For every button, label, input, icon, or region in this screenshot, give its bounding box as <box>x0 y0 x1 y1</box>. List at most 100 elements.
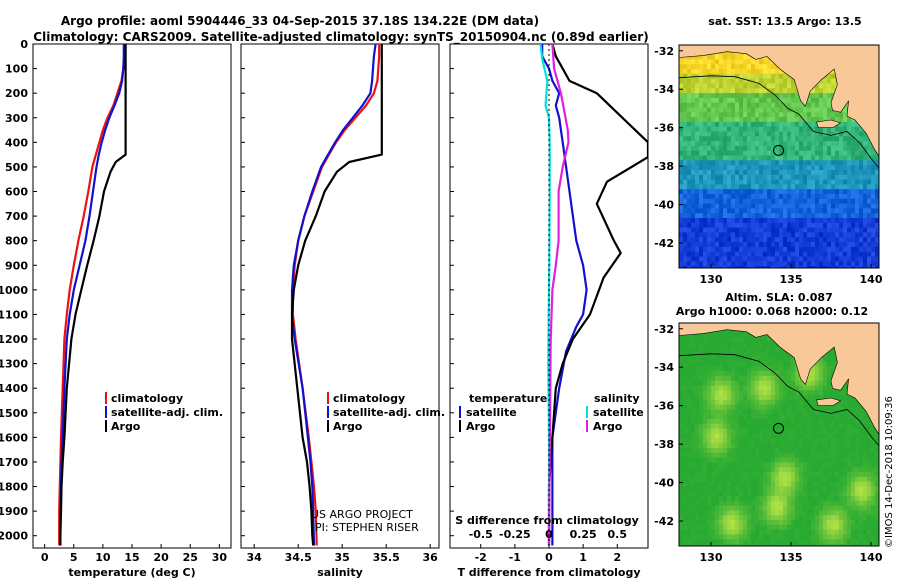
map-cell <box>859 174 864 181</box>
map-cell <box>811 88 816 94</box>
map-cell <box>739 375 744 382</box>
map-cell <box>835 246 840 253</box>
map-cell <box>811 529 816 536</box>
map-cell <box>867 213 872 219</box>
map-cell <box>775 131 780 137</box>
map-cell <box>779 242 784 248</box>
map-cell <box>715 93 720 99</box>
map-cell <box>687 117 692 123</box>
map-cell <box>731 347 736 353</box>
map-cell <box>835 505 840 511</box>
map-cell <box>691 179 696 185</box>
depth-tick-label: 300 <box>5 112 28 125</box>
depth-tick-label: 900 <box>5 259 28 272</box>
map-cell <box>735 371 740 377</box>
map-cell <box>807 491 812 497</box>
map-cell <box>679 534 684 540</box>
map-cell <box>687 500 692 507</box>
map-cell <box>787 246 792 253</box>
map-cell <box>727 126 732 133</box>
map-cell <box>843 189 848 195</box>
map-cell <box>743 189 748 195</box>
map-cell <box>719 529 724 536</box>
map-cell <box>807 539 812 545</box>
map-cell <box>699 59 704 65</box>
map-cell <box>795 515 800 521</box>
map-cell <box>719 457 724 463</box>
map-cell <box>847 266 852 268</box>
map-cell <box>735 351 740 358</box>
map-cell <box>727 227 732 233</box>
map-cell <box>747 174 752 181</box>
map-cell <box>759 510 764 516</box>
map-cell <box>751 486 756 492</box>
map-cell <box>811 390 816 396</box>
map-cell <box>763 93 768 99</box>
map-cell <box>751 184 756 190</box>
map-cell <box>783 155 788 161</box>
map-cell <box>759 203 764 209</box>
map-cell <box>711 515 716 521</box>
map-cell <box>795 524 800 531</box>
map-cell <box>751 218 756 224</box>
map-cell <box>851 448 856 454</box>
map-cell <box>795 414 800 420</box>
map-cell <box>843 145 848 152</box>
map-cell <box>767 486 772 492</box>
map-cell <box>787 414 792 420</box>
map-cell <box>863 218 868 224</box>
map-cell <box>791 500 796 507</box>
map-cell <box>763 457 768 463</box>
map-cell <box>687 371 692 377</box>
map-cell <box>759 443 764 449</box>
map-cell <box>703 246 708 253</box>
map-cell <box>711 117 716 123</box>
map-cell <box>843 385 848 391</box>
map-cell <box>835 155 840 161</box>
map-cell <box>851 141 856 147</box>
map-cell <box>843 476 848 483</box>
map-cell <box>867 208 872 214</box>
map-cell <box>687 448 692 454</box>
map-cell <box>743 534 748 540</box>
map-cell <box>755 73 760 80</box>
map-cell <box>823 443 828 449</box>
legend-argo-label: Argo <box>333 420 363 433</box>
map-cell <box>727 54 732 60</box>
map-cell <box>759 69 764 75</box>
map-cell <box>707 395 712 401</box>
map-cell <box>679 505 684 511</box>
map-cell <box>831 78 836 84</box>
map-cell <box>755 462 760 468</box>
map-cell <box>735 462 740 468</box>
map-cell <box>751 462 756 468</box>
map-cell <box>703 165 708 171</box>
map-cell <box>787 361 792 367</box>
map-cell <box>811 467 816 473</box>
map-cell <box>707 375 712 382</box>
map-cell <box>787 165 792 171</box>
top-tick-label: 0 <box>545 528 553 541</box>
map-cell <box>771 266 776 268</box>
map-cell <box>727 520 732 526</box>
map-cell <box>759 213 764 219</box>
map-cell <box>691 515 696 521</box>
map-cell <box>847 184 852 190</box>
map-cell <box>723 49 728 56</box>
map-cell <box>839 256 844 262</box>
map-cell <box>799 184 804 190</box>
map-cell <box>803 256 808 262</box>
x-tick-label: 25 <box>183 551 198 564</box>
map-cell <box>679 399 684 406</box>
map-cell <box>831 155 836 161</box>
map-cell <box>691 520 696 526</box>
map-cell <box>847 539 852 545</box>
map-cell <box>835 194 840 200</box>
map-cell <box>871 462 876 468</box>
map-cell <box>851 179 856 185</box>
map-cell <box>767 266 772 268</box>
map-cell <box>851 261 856 267</box>
map-cell <box>747 457 752 463</box>
map-cell <box>775 544 780 546</box>
map-cell <box>707 194 712 200</box>
